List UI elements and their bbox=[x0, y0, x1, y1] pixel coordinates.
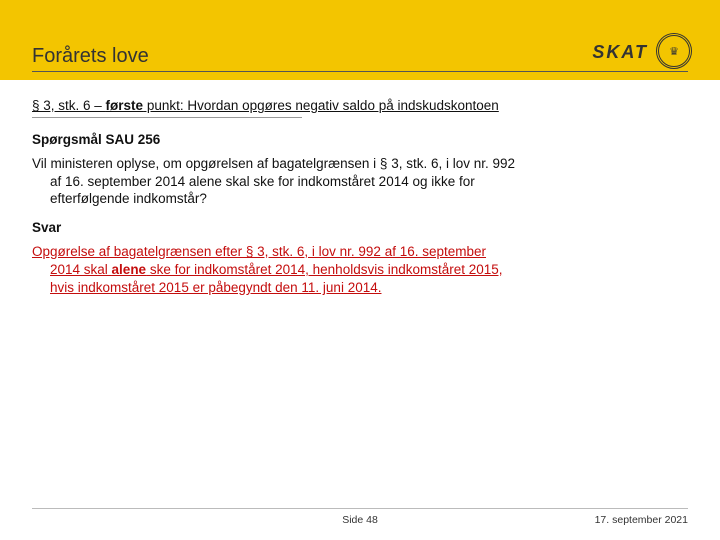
question-line1: Vil ministeren oplyse, om opgørelsen af … bbox=[32, 156, 515, 171]
question-line3: efterfølgende indkomstår? bbox=[32, 190, 688, 208]
answer-line2b: ske for indkomståret 2014, henholdsvis i… bbox=[146, 262, 502, 277]
short-divider bbox=[32, 117, 302, 118]
footer-page: Side 48 bbox=[342, 514, 378, 526]
question-label: Spørgsmål SAU 256 bbox=[32, 132, 688, 147]
answer-line1: Opgørelse af bagatelgrænsen efter § 3, s… bbox=[32, 244, 486, 259]
title-row: Forårets love SKAT ♛ bbox=[32, 33, 688, 72]
question-body: Vil ministeren oplyse, om opgørelsen af … bbox=[32, 155, 688, 208]
heading-prefix: § 3, stk. 6 – bbox=[32, 98, 106, 113]
crown-icon: ♛ bbox=[656, 33, 692, 69]
page-title: Forårets love bbox=[32, 45, 149, 71]
header-band: Forårets love SKAT ♛ bbox=[0, 0, 720, 80]
section-heading: § 3, stk. 6 – første punkt: Hvordan opgø… bbox=[32, 98, 688, 113]
answer-line3: hvis indkomståret 2015 er påbegyndt den … bbox=[32, 279, 688, 297]
footer: 17. september 2021 Side 48 bbox=[32, 508, 688, 526]
content-area: § 3, stk. 6 – første punkt: Hvordan opgø… bbox=[0, 80, 720, 297]
answer-body: Opgørelse af bagatelgrænsen efter § 3, s… bbox=[32, 243, 688, 298]
answer-line2a: 2014 skal bbox=[50, 262, 112, 277]
answer-label: Svar bbox=[32, 220, 688, 235]
footer-date: 17. september 2021 bbox=[595, 514, 688, 526]
question-line2: af 16. september 2014 alene skal ske for… bbox=[32, 173, 688, 191]
heading-suffix: punkt: Hvordan opgøres negativ saldo på … bbox=[143, 98, 499, 113]
logo-text: SKAT bbox=[592, 42, 648, 63]
brand-logo: SKAT ♛ bbox=[592, 33, 692, 71]
heading-bold: første bbox=[106, 98, 144, 113]
answer-line2-bold: alene bbox=[112, 262, 147, 277]
